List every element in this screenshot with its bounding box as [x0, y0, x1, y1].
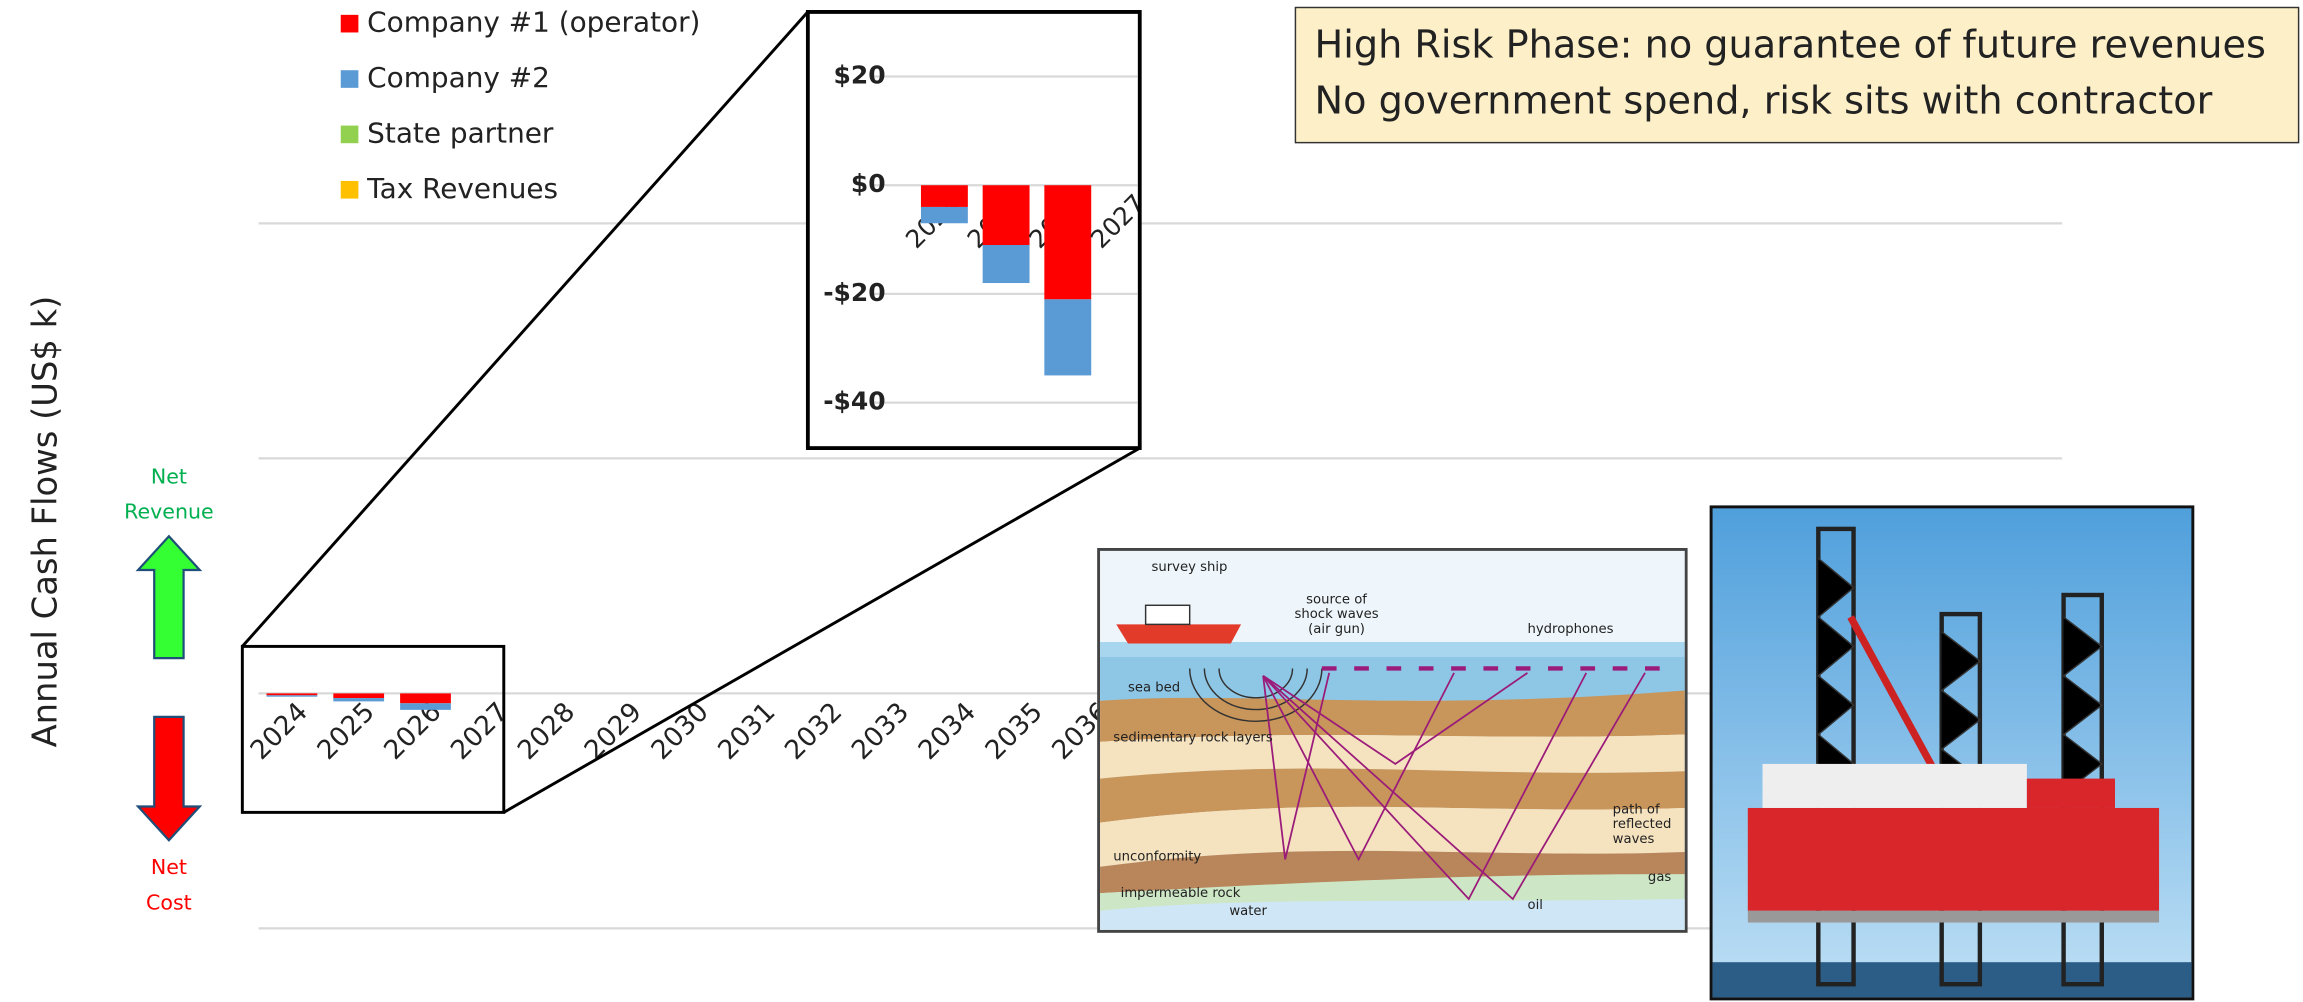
- net-revenue: Revenue: [124, 500, 213, 524]
- seismic-diagram: survey ship source of shock waves (air g…: [1097, 548, 1688, 933]
- x-tick-label: 2025: [311, 696, 380, 765]
- legend-swatch: [340, 180, 359, 199]
- zoom-line: [241, 10, 809, 648]
- diagram-label: waves: [1613, 832, 1655, 847]
- bar: [982, 244, 1030, 284]
- bar: [920, 206, 968, 224]
- x-tick-label: 2034: [912, 696, 981, 765]
- inset-border: [805, 10, 1142, 450]
- bar: [266, 693, 318, 696]
- diagram-label: path of: [1613, 802, 1660, 817]
- x-tick-label: 2032: [779, 696, 848, 765]
- legend-label: Company #1 (operator): [367, 6, 700, 39]
- y-tick-label: -$40: [823, 387, 885, 416]
- bar: [1044, 299, 1092, 376]
- diagram-label: water: [1229, 904, 1267, 919]
- callout-box: [1294, 6, 2300, 144]
- diagram-label: survey ship: [1152, 560, 1228, 575]
- diagram-label: impermeable rock: [1121, 886, 1241, 901]
- zoom-line: [503, 446, 1141, 814]
- x-tick-label: 2028: [512, 696, 581, 765]
- legend-swatch: [340, 14, 359, 33]
- down-arrow: [135, 715, 203, 842]
- callout-text: No government spend, risk sits with cont…: [1315, 79, 2213, 123]
- x-tick-label: 2031: [712, 696, 781, 765]
- bar: [400, 703, 451, 710]
- diagram-label: sedimentary rock layers: [1113, 730, 1273, 745]
- diagram-label: gas: [1648, 870, 1671, 885]
- callout-text: High Risk Phase: no guarantee of future …: [1315, 24, 2266, 68]
- inset-chart: $20$0-$20-$402024202520262027: [823, 61, 1140, 416]
- legend-label: State partner: [367, 116, 554, 149]
- legend: Company #1 (operator) Company #2 State par…: [340, 6, 700, 205]
- bar: [333, 693, 385, 699]
- diagram-label: shock waves: [1294, 607, 1378, 622]
- y-tick-label: -$20: [823, 278, 885, 307]
- zoom-box: [240, 644, 506, 814]
- diagram-label: hydrophones: [1528, 622, 1614, 637]
- x-tick-label: 2024: [244, 696, 313, 765]
- bar: [982, 185, 1030, 245]
- legend-label: Tax Revenues: [366, 172, 558, 205]
- y-tick-label: $20: [834, 61, 886, 90]
- rig-photo: [1709, 505, 2195, 1001]
- y-axis-label: Annual Cash Flows (US$ k): [25, 296, 64, 748]
- up-arrow: [135, 534, 203, 660]
- net-cost: Cost: [146, 890, 192, 914]
- x-tick-label: 2029: [578, 696, 647, 765]
- diagram-label: sea bed: [1128, 681, 1180, 696]
- bar: [266, 695, 318, 697]
- diagram-label: reflected: [1613, 817, 1672, 832]
- diagram-label: oil: [1528, 898, 1543, 913]
- y-tick-label: $0: [851, 169, 886, 198]
- legend-label: Company #2: [367, 61, 550, 94]
- legend-swatch: [340, 70, 359, 88]
- x-tick-label: 2033: [846, 696, 915, 765]
- diagram-label: (air gun): [1308, 622, 1365, 637]
- net-revenue: Net: [151, 465, 187, 489]
- bar: [400, 693, 451, 704]
- legend-swatch: [340, 125, 359, 144]
- bar: [1044, 185, 1092, 300]
- net-cost: Net: [151, 855, 187, 879]
- diagram-label: unconformity: [1113, 849, 1201, 864]
- bar: [920, 185, 968, 207]
- bar: [333, 698, 385, 702]
- x-tick-label: 2030: [645, 696, 714, 765]
- x-tick-label: 2035: [979, 696, 1048, 765]
- diagram-label: source of: [1306, 592, 1367, 607]
